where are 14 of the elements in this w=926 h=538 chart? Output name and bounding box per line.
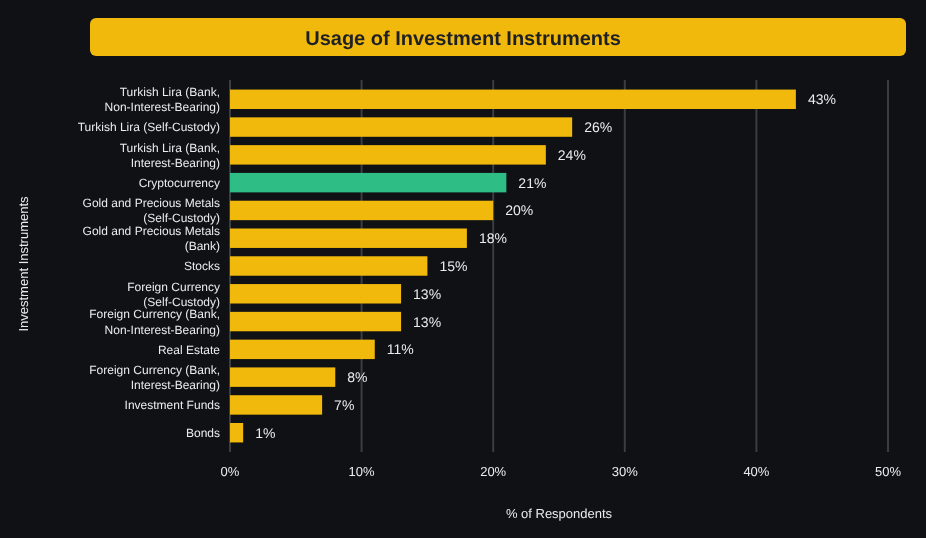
bar [230, 339, 375, 360]
bar [230, 256, 428, 276]
bar [230, 145, 546, 165]
bar [230, 200, 494, 221]
bar [230, 228, 467, 248]
bar [230, 117, 573, 137]
bar [230, 422, 244, 443]
bar [230, 367, 336, 387]
bar [230, 172, 507, 193]
chart-title: Usage of Investment Instruments [305, 29, 622, 51]
bar [230, 395, 323, 415]
bar [230, 89, 796, 110]
bar [230, 284, 402, 304]
bar [230, 311, 402, 332]
